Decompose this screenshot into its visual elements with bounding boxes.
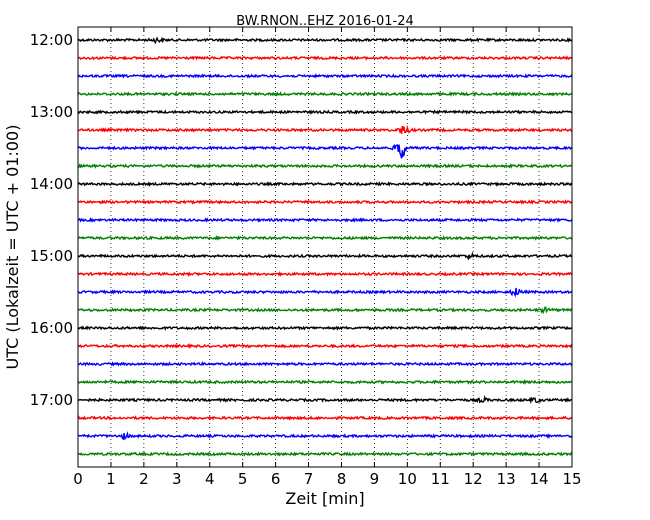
y-tick-label-12:00: 12:00 bbox=[30, 31, 73, 49]
y-tick-label-14:00: 14:00 bbox=[30, 175, 73, 193]
trace-17:30 bbox=[77, 430, 573, 441]
x-axis-label: Zeit [min] bbox=[285, 489, 364, 508]
trace-15:45 bbox=[77, 306, 573, 315]
chart-title: BW.RNON..EHZ 2016-01-24 bbox=[236, 14, 414, 29]
trace-12:15 bbox=[77, 55, 573, 61]
y-axis-label: UTC (Lokalzeit = UTC + 01:00) bbox=[3, 125, 22, 370]
x-tick-label-4: 4 bbox=[205, 470, 215, 488]
trace-12:00 bbox=[77, 36, 573, 45]
trace-16:00 bbox=[77, 325, 573, 331]
trace-12:45 bbox=[77, 91, 573, 97]
trace-14:00 bbox=[77, 181, 573, 187]
x-tick-label-1: 1 bbox=[106, 470, 116, 488]
trace-15:15 bbox=[77, 271, 573, 277]
trace-17:45 bbox=[77, 451, 573, 457]
x-tick-label-9: 9 bbox=[370, 470, 380, 488]
y-tick-label-17:00: 17:00 bbox=[30, 391, 73, 409]
x-tick-label-12: 12 bbox=[464, 470, 483, 488]
trace-layer bbox=[77, 36, 573, 457]
x-tick-label-13: 13 bbox=[497, 470, 516, 488]
trace-14:15 bbox=[77, 199, 573, 205]
y-tick-label-16:00: 16:00 bbox=[30, 319, 73, 337]
trace-17:00 bbox=[77, 394, 573, 405]
trace-17:15 bbox=[77, 415, 573, 421]
x-tick-label-0: 0 bbox=[73, 470, 83, 488]
trace-12:30 bbox=[77, 73, 573, 79]
x-tick-label-2: 2 bbox=[139, 470, 149, 488]
trace-15:00 bbox=[77, 251, 573, 261]
trace-16:45 bbox=[77, 379, 573, 385]
trace-13:45 bbox=[77, 163, 573, 169]
trace-15:30 bbox=[77, 287, 573, 298]
grid-lines bbox=[110, 27, 540, 467]
x-tick-label-10: 10 bbox=[398, 470, 417, 488]
x-tick-label-8: 8 bbox=[337, 470, 347, 488]
y-tick-label-13:00: 13:00 bbox=[30, 103, 73, 121]
trace-14:45 bbox=[77, 235, 573, 241]
x-tick-label-15: 15 bbox=[562, 470, 581, 488]
plot-frame bbox=[77, 26, 573, 468]
x-tick-label-3: 3 bbox=[172, 470, 182, 488]
trace-16:30 bbox=[77, 361, 573, 367]
trace-13:00 bbox=[77, 109, 573, 115]
y-tick-label-15:00: 15:00 bbox=[30, 247, 73, 265]
trace-14:30 bbox=[77, 217, 573, 223]
x-tick-label-11: 11 bbox=[431, 470, 450, 488]
x-tick-label-7: 7 bbox=[304, 470, 314, 488]
x-tick-label-5: 5 bbox=[238, 470, 248, 488]
x-tick-label-6: 6 bbox=[271, 470, 281, 488]
trace-13:30 bbox=[77, 144, 573, 159]
trace-13:15 bbox=[77, 124, 573, 135]
trace-16:15 bbox=[77, 343, 573, 350]
axis-ticks: 0 1 2 3 4 5 6 7 8 9 10 11 12 13 14 1512:0013:0014:0015:… bbox=[30, 27, 582, 488]
x-tick-label-14: 14 bbox=[530, 470, 549, 488]
